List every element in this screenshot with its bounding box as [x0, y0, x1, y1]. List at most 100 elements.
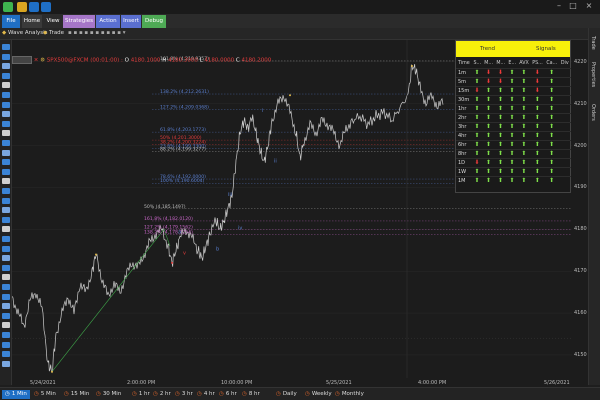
drawing-tool-30[interactable] — [2, 322, 10, 329]
side-tab-orders[interactable]: Orders — [590, 104, 596, 121]
trade-button[interactable]: Trade — [49, 30, 65, 36]
timeframe-1-hr[interactable]: ◷ 1 hr — [132, 390, 150, 399]
trend-row: 1hr ⬆ ⬆ ⬆ ⬆ ⬆ ⬆ ⬆ — [456, 103, 570, 113]
trend-column-header[interactable]: M... — [484, 60, 494, 66]
drawing-tool-25[interactable] — [2, 274, 10, 281]
tab-action[interactable]: Action — [96, 15, 120, 28]
timeframe-30-min[interactable]: ◷ 30 Min — [96, 390, 121, 399]
trend-column-header[interactable]: AVX — [519, 60, 529, 66]
settings-icon[interactable]: ⚙ — [40, 57, 46, 64]
wave-analysis-button[interactable]: Wave Analysis — [8, 30, 48, 36]
drawing-tool-2[interactable] — [2, 53, 10, 60]
maximize-button[interactable]: □ — [569, 1, 577, 10]
up-arrow-icon: ⬆ — [530, 166, 545, 176]
time-tick: 5/24/2021 — [30, 380, 56, 386]
tab-home[interactable]: Home — [22, 15, 42, 28]
trend-column-header[interactable]: Div — [560, 60, 569, 66]
timeframe-8-hr[interactable]: ◷ 8 hr — [242, 390, 260, 399]
drawing-tool-10[interactable] — [2, 130, 10, 137]
trend-column-header[interactable]: S... — [473, 60, 482, 66]
tab-view[interactable]: View — [44, 15, 62, 28]
drawing-tool-34[interactable] — [2, 360, 10, 367]
drawing-tool-20[interactable] — [2, 226, 10, 233]
trend-column-header[interactable]: Ca... — [546, 60, 558, 66]
down-arrow-icon: ⬇ — [494, 76, 507, 86]
timeframe-3-hr[interactable]: ◷ 3 hr — [175, 390, 193, 399]
secondary-toolbar: ◆ Wave Analysis ◆ Trade ▪ ▪ ▪ ▪ ▪ ▪ ▪ ▪ … — [0, 28, 600, 40]
tab-debug[interactable]: Debug — [142, 15, 166, 28]
timeframe-15-min[interactable]: ◷ 15 Min — [64, 390, 89, 399]
timeframe-4-hr[interactable]: ◷ 4 hr — [197, 390, 215, 399]
clock-icon: ◷ — [305, 391, 310, 397]
instrument-box[interactable] — [12, 56, 32, 64]
up-arrow-icon: ⬆ — [482, 94, 495, 104]
drawing-tool-3[interactable] — [2, 63, 10, 70]
timeframe-1-min[interactable]: ◷ 1 Min — [2, 390, 30, 399]
timeframe-weekly[interactable]: ◷ Weekly — [305, 390, 332, 399]
timeframe-6-hr[interactable]: ◷ 6 hr — [219, 390, 237, 399]
timeframe-daily[interactable]: ◷ Daily — [276, 390, 297, 399]
drawing-tool-23[interactable] — [2, 255, 10, 262]
drawing-tool-4[interactable] — [2, 72, 10, 79]
drawing-tool-12[interactable] — [2, 149, 10, 156]
price-tick: 4180 — [574, 226, 587, 233]
gold-icon[interactable] — [17, 2, 27, 12]
close-button[interactable]: × — [585, 1, 593, 10]
drawing-tool-26[interactable] — [2, 284, 10, 290]
time-axis[interactable]: 5/24/2021 2:00:00 PM 10:00:00 PM 5/25/2021 4… — [12, 378, 588, 387]
timeframe-monthly[interactable]: ◷ Monthly — [335, 390, 364, 399]
time-tick: 10:00:00 PM — [221, 380, 253, 386]
drawing-tool-6[interactable] — [2, 92, 10, 98]
up-arrow-icon: ⬆ — [544, 67, 559, 77]
drawing-tool-9[interactable] — [2, 120, 10, 127]
drawing-tool-29[interactable] — [2, 312, 10, 319]
layout-icon[interactable] — [41, 2, 51, 12]
drawing-tool-7[interactable] — [2, 101, 10, 108]
trend-panel[interactable]: Trend Signals Time S... M... M... E... AVX PS.… — [455, 40, 571, 193]
drawing-tool-1[interactable] — [2, 44, 10, 50]
timeframe-5-min[interactable]: ◷ 5 Min — [34, 390, 56, 399]
close-instrument-icon[interactable]: ✕ — [33, 57, 39, 64]
drawing-tool-14[interactable] — [2, 168, 10, 175]
drawing-tool-32[interactable] — [2, 341, 10, 348]
chart-icon[interactable] — [29, 2, 39, 12]
drawing-tool-24[interactable] — [2, 264, 10, 271]
drawing-tool-16[interactable] — [2, 188, 10, 194]
price-axis[interactable]: 4220 4210 4200 4190 4180 4170 4160 4150 — [572, 40, 588, 378]
up-arrow-icon: ⬆ — [544, 85, 559, 95]
drawing-tool-18[interactable] — [2, 207, 10, 214]
trend-timeframe: 3hr — [456, 121, 472, 131]
drawing-tool-27[interactable] — [2, 293, 10, 300]
tab-file[interactable]: File — [2, 15, 20, 28]
trend-column-header[interactable]: Time — [458, 60, 470, 66]
trend-row: 1m ⬆ ⬇ ⬇ ⬆ ⬆ ⬇ ⬆ — [456, 67, 570, 77]
drawing-tool-33[interactable] — [2, 351, 10, 358]
drawing-tool-19[interactable] — [2, 216, 10, 223]
drawing-tool-22[interactable] — [2, 245, 10, 252]
trend-column-header[interactable]: E... — [508, 60, 517, 66]
chart-canvas[interactable]: 161.8% (4,219.9357) 138.2% (4,212.2631) 12… — [12, 40, 572, 378]
drawing-tool-28[interactable] — [2, 303, 10, 310]
trend-column-header[interactable]: PS... — [532, 60, 543, 66]
toolbar-icons[interactable]: ▪ ▪ ▪ ▪ ▪ ▪ ▪ ▪ ▪ ▪ ▾ — [68, 30, 126, 36]
tab-strategies[interactable]: Strategies — [63, 15, 95, 28]
drawing-tool-15[interactable] — [2, 178, 10, 185]
timeframe-bar: ◷ 1 Min ◷ 5 Min ◷ 15 Min ◷ 30 Min ◷ 1 hr ◷ 2 hr ◷ 3 h… — [0, 387, 600, 400]
drawing-tool-11[interactable] — [2, 140, 10, 146]
trend-column-header[interactable]: M... — [496, 60, 506, 66]
timeframe-2-hr[interactable]: ◷ 2 hr — [153, 390, 171, 399]
minimize-button[interactable]: – — [557, 1, 561, 10]
up-arrow-icon: ⬆ — [530, 130, 545, 140]
side-tab-trade[interactable]: Trade — [590, 36, 596, 50]
side-tab-properties[interactable]: Properties — [590, 62, 596, 88]
trend-row: 5m ⬆ ⬇ ⬇ ⬆ ⬆ ⬇ ⬆ — [456, 76, 570, 86]
drawing-tool-5[interactable] — [2, 82, 10, 89]
drawing-tool-13[interactable] — [2, 159, 10, 166]
tab-insert[interactable]: Insert — [121, 15, 141, 28]
drawing-tool-31[interactable] — [2, 332, 10, 338]
signals-header: Signals — [536, 46, 556, 52]
drawing-tool-21[interactable] — [2, 236, 10, 242]
ribbon-tabs: File Home View Strategies Action Insert … — [0, 14, 600, 28]
drawing-tool-17[interactable] — [2, 197, 10, 204]
drawing-tool-8[interactable] — [2, 111, 10, 118]
